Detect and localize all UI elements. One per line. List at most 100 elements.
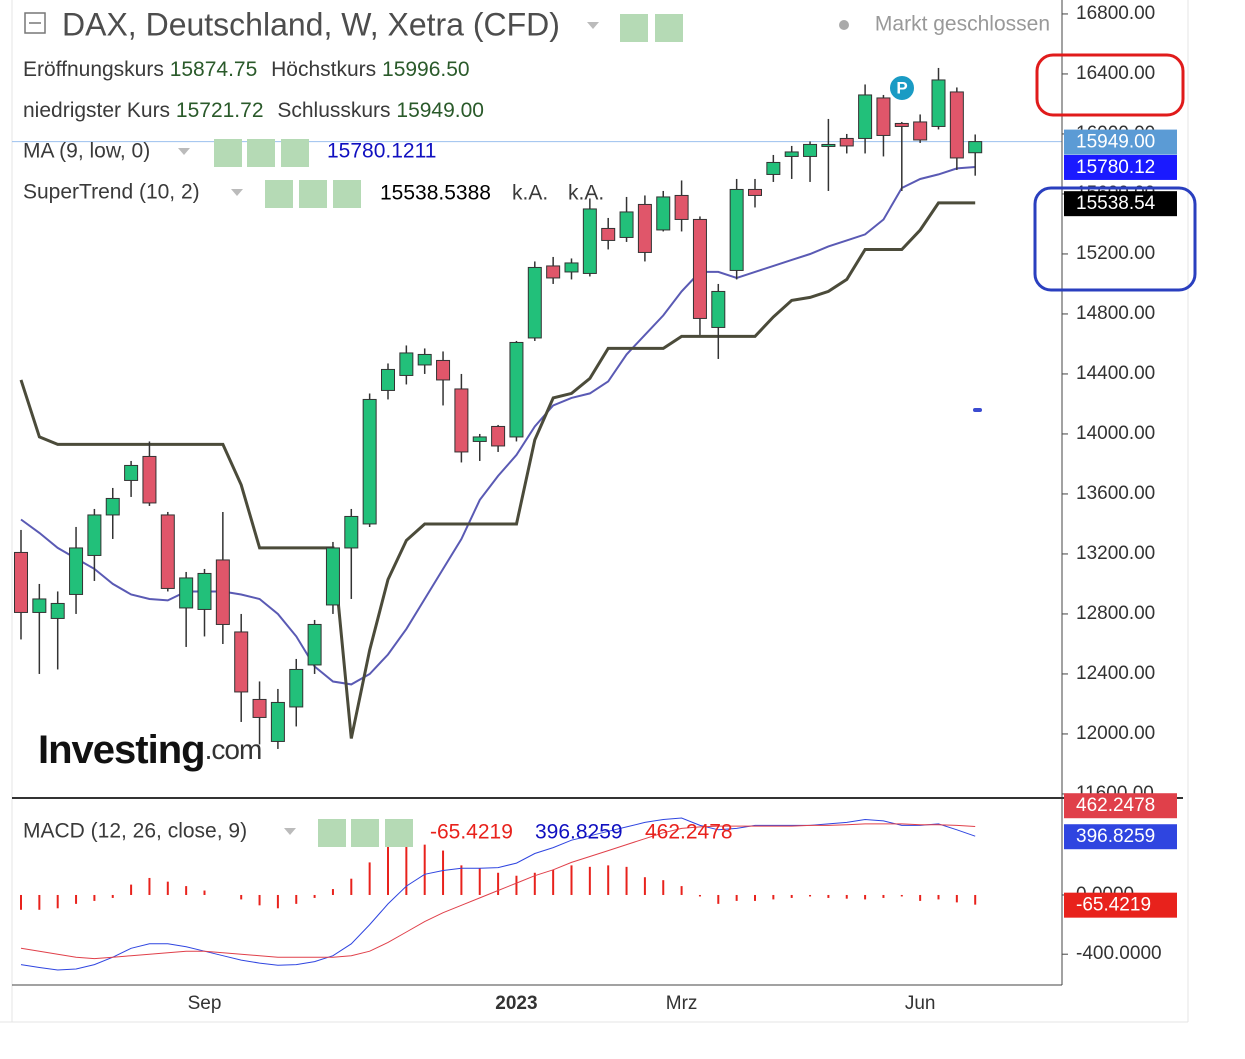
last-value-box bbox=[1064, 824, 1177, 850]
logo-suffix: .com bbox=[205, 734, 262, 765]
candle-body bbox=[766, 161, 781, 175]
dropdown-arrow[interactable] bbox=[284, 828, 296, 835]
y-tick-label: 12800.00 bbox=[1076, 603, 1155, 624]
last-value-box bbox=[1064, 892, 1177, 918]
y-tick-label: 14400.00 bbox=[1076, 363, 1155, 384]
macd-line-value: 396.8259 bbox=[535, 821, 623, 844]
y-tick-label: 14000.00 bbox=[1076, 423, 1155, 444]
candle-body bbox=[105, 497, 120, 516]
close-icon[interactable] bbox=[333, 180, 361, 208]
candle-body bbox=[454, 388, 469, 453]
dropdown-arrow[interactable] bbox=[587, 22, 599, 29]
candle-body bbox=[69, 547, 84, 595]
macd-line bbox=[20, 823, 976, 960]
candle-body bbox=[527, 266, 542, 339]
y-tick-label: 13200.00 bbox=[1076, 543, 1155, 564]
ma-value: 15780.1211 bbox=[327, 140, 436, 163]
event-marker[interactable] bbox=[888, 74, 916, 102]
candle-body bbox=[803, 143, 818, 157]
gear-icon[interactable] bbox=[299, 180, 327, 208]
candle-body bbox=[472, 436, 487, 442]
candle-body bbox=[711, 290, 726, 328]
event-marker-label: P bbox=[896, 78, 907, 97]
small-marker bbox=[973, 408, 982, 412]
candle-body bbox=[87, 514, 102, 556]
gear-icon[interactable] bbox=[351, 819, 379, 847]
y-tick-label: 16800.00 bbox=[1076, 3, 1155, 24]
ohlc-name: Höchstkurs bbox=[271, 58, 376, 81]
logo: Investing.com bbox=[38, 728, 261, 772]
candle-body bbox=[491, 425, 506, 447]
candle-body bbox=[344, 515, 359, 549]
macd-legend: MACD (12, 26, close, 9) bbox=[23, 820, 247, 843]
candle-body bbox=[858, 94, 873, 139]
candle-body bbox=[546, 265, 561, 279]
last-label-box bbox=[1064, 191, 1177, 217]
ma-legend: MA (9, low, 0) bbox=[23, 140, 150, 163]
ohlc-value: 15874.75 bbox=[170, 58, 258, 81]
x-tick-label: Jun bbox=[905, 993, 936, 1014]
ohlc-name: Eröffnungskurs bbox=[23, 58, 164, 81]
candle-body bbox=[674, 194, 689, 220]
close-icon[interactable] bbox=[281, 139, 309, 167]
collapse-icon[interactable] bbox=[24, 12, 46, 34]
status-dot bbox=[839, 20, 849, 30]
y-tick-label: -400.0000 bbox=[1076, 943, 1162, 964]
eye-icon[interactable] bbox=[265, 180, 293, 208]
gear-icon[interactable] bbox=[247, 139, 275, 167]
y-tick-label: 13600.00 bbox=[1076, 483, 1155, 504]
supertrend-legend: SuperTrend (10, 2) bbox=[23, 181, 200, 204]
candle-body bbox=[436, 359, 451, 381]
candle-body bbox=[913, 121, 928, 141]
gear-icon[interactable] bbox=[655, 14, 683, 42]
eye-icon[interactable] bbox=[620, 14, 648, 42]
candle-body bbox=[839, 137, 854, 147]
candle-body bbox=[876, 97, 891, 136]
candle-body bbox=[619, 211, 634, 238]
y-tick-label: 16400.00 bbox=[1076, 63, 1155, 84]
supertrend-value: 15538.5388 bbox=[380, 182, 491, 205]
last-value: 462.2478 bbox=[1076, 795, 1155, 816]
candle-body bbox=[14, 551, 28, 613]
candle-body bbox=[692, 218, 707, 319]
x-tick-label: Sep bbox=[188, 993, 222, 1014]
candle-body bbox=[729, 188, 744, 271]
last-value: 396.8259 bbox=[1076, 826, 1155, 847]
candle-body bbox=[289, 668, 304, 708]
candle-body bbox=[417, 353, 432, 366]
eye-icon[interactable] bbox=[318, 819, 346, 847]
dropdown-arrow[interactable] bbox=[231, 189, 243, 196]
candle-body bbox=[234, 631, 249, 693]
candle-body bbox=[931, 79, 946, 127]
eye-icon[interactable] bbox=[214, 139, 242, 167]
ohlc-value: 15949.00 bbox=[396, 99, 484, 122]
candle-body bbox=[252, 698, 267, 718]
ohlc-row: Eröffnungskurs 15874.75 Höchstkurs 15996… bbox=[23, 58, 470, 81]
candle-body bbox=[637, 203, 652, 253]
last-label: 15538.54 bbox=[1076, 193, 1156, 214]
y-tick-label: 14800.00 bbox=[1076, 303, 1155, 324]
candle-body bbox=[32, 598, 47, 613]
candle-body bbox=[564, 262, 579, 273]
axis-labels: 16800.0016400.0016000.0015600.0015200.00… bbox=[188, 3, 1177, 1014]
candle-body bbox=[362, 398, 377, 525]
ohlc-value: 15996.50 bbox=[382, 58, 470, 81]
candle-body bbox=[656, 196, 671, 231]
ohlc-row: niedrigster Kurs 15721.72 Schlusskurs 15… bbox=[23, 99, 484, 122]
candle-body bbox=[215, 559, 230, 625]
candle-body bbox=[601, 227, 616, 241]
candle-body bbox=[307, 623, 322, 666]
last-value-box bbox=[1064, 793, 1177, 819]
dropdown-arrow[interactable] bbox=[178, 148, 190, 155]
candle-body bbox=[784, 151, 799, 157]
supertrend-extra: k.A. bbox=[512, 182, 548, 205]
last-value: -65.4219 bbox=[1076, 895, 1151, 916]
ohlc-name: Schlusskurs bbox=[277, 99, 390, 122]
candle-body bbox=[509, 341, 524, 438]
highlight-red bbox=[1035, 53, 1185, 117]
close-icon[interactable] bbox=[385, 819, 413, 847]
candle-body bbox=[197, 572, 212, 610]
last-label: 15949.00 bbox=[1076, 132, 1155, 153]
y-tick-label: 12400.00 bbox=[1076, 663, 1155, 684]
